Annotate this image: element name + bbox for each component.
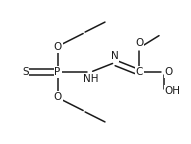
Text: C: C: [135, 67, 143, 77]
Text: P: P: [54, 67, 61, 77]
Text: S: S: [22, 67, 29, 77]
Text: OH: OH: [165, 86, 181, 96]
Text: O: O: [165, 67, 173, 77]
Text: NH: NH: [83, 74, 99, 84]
Text: O: O: [53, 42, 62, 52]
Text: O: O: [135, 38, 143, 48]
Text: O: O: [53, 92, 62, 102]
Text: N: N: [111, 51, 118, 61]
